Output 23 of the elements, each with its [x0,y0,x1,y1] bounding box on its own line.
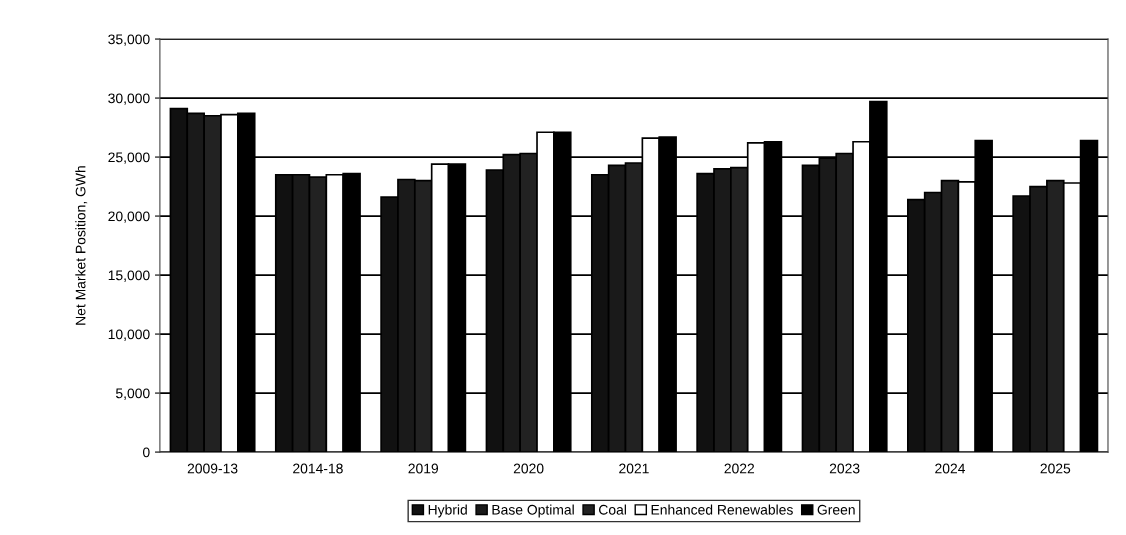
x-tick-label: 2009-13 [187,463,238,474]
y-tick-label: 35,000 [108,34,150,46]
legend-label: Hybrid [428,504,467,518]
legend-label: Base Optimal [492,504,574,518]
y-tick-label: 20,000 [108,211,150,223]
x-tick-label: 2021 [619,463,649,474]
x-tick-label: 2019 [408,463,439,474]
y-tick-label: 0 [142,447,150,458]
x-tick-label: 2022 [724,463,755,474]
legend-label: Enhanced Renewables [651,504,793,515]
y-tick-label: 10,000 [108,329,150,341]
x-tick-label: 2014-18 [293,463,343,474]
x-tick-label: 2020 [513,463,544,474]
y-tick-label: 30,000 [108,93,150,105]
x-tick-label: 2025 [1040,463,1071,474]
y-tick-label: 25,000 [108,152,150,164]
y-axis-title: Net Market Position, GWh [75,166,88,325]
x-tick-label: 2023 [829,463,860,474]
y-tick-label: 5,000 [115,388,150,400]
y-tick-label: 15,000 [108,270,150,282]
x-tick-label: 2024 [935,463,966,474]
legend-label: Green [817,504,855,515]
legend-label: Coal [599,504,626,515]
